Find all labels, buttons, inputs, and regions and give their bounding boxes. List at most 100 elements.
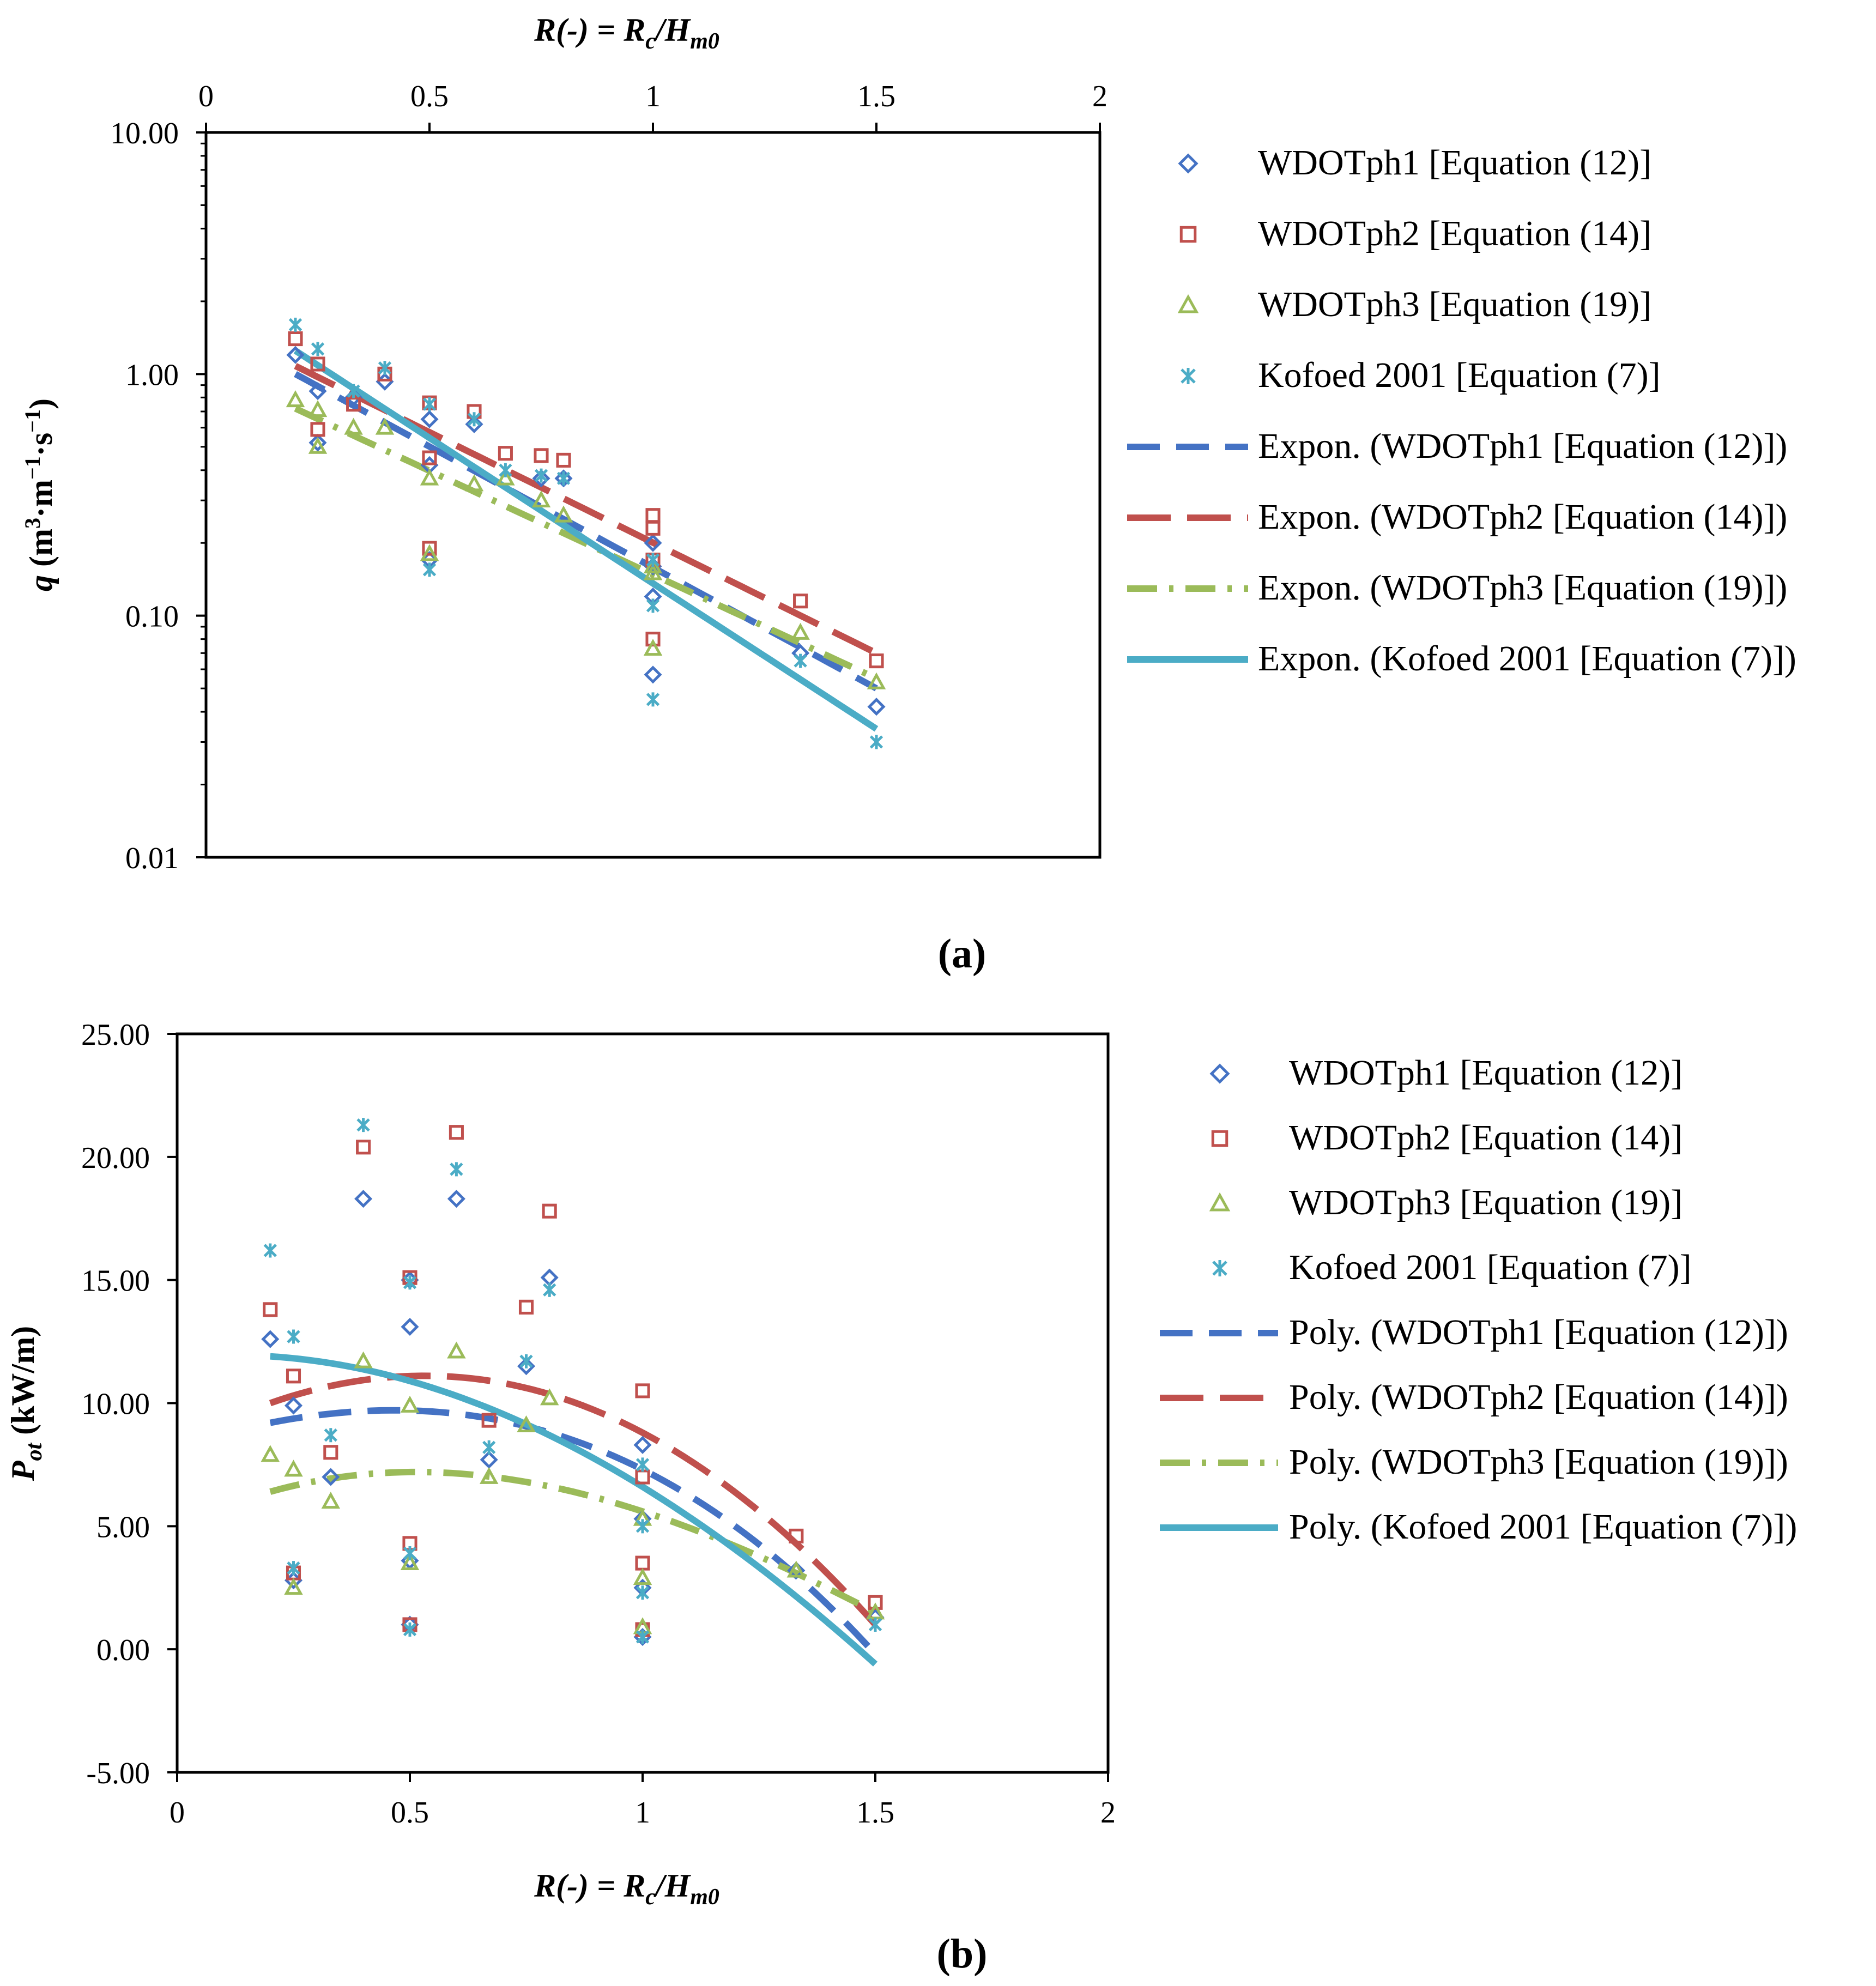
data-point-series-1 [644, 534, 662, 552]
data-point-series-4 [636, 1585, 650, 1600]
panel-a-label: (a) [938, 931, 987, 977]
panel-a-y-axis-title: q (m3·m−1·s−1) [20, 398, 59, 591]
data-point-series-4 [636, 1630, 650, 1644]
data-point-series-3 [643, 563, 663, 580]
data-point-series-1 [284, 1396, 303, 1415]
data-point-series-4 [403, 1275, 417, 1290]
data-point-series-2 [498, 446, 513, 461]
legend-marker-4 [1212, 1260, 1227, 1276]
data-point-series-2 [869, 653, 884, 669]
data-point-series-2 [868, 1595, 883, 1610]
data-point-series-3 [447, 1341, 466, 1359]
data-point-series-2 [481, 1413, 497, 1428]
data-point-series-4 [356, 1118, 370, 1133]
data-point-series-2 [645, 520, 661, 536]
data-point-series-3 [867, 672, 886, 689]
data-point-series-3 [554, 505, 573, 523]
data-point-series-3 [344, 417, 363, 435]
data-point-series-4 [347, 384, 360, 398]
panel-b-y-ticks: -5.00 0.00 5.00 10.00 15.00 20.00 25.00 [81, 1018, 177, 1790]
legend-marker-3 [1177, 294, 1199, 313]
x-tick-label: 0 [198, 80, 214, 113]
x-tick-label: 1.5 [856, 1796, 894, 1830]
trendline-4 [270, 1353, 878, 1667]
data-point-series-3 [633, 1568, 652, 1585]
data-point-series-3 [284, 1578, 303, 1595]
trendline-4 [293, 348, 879, 732]
x-tick-label: 0.5 [391, 1796, 429, 1830]
data-point-series-2 [556, 452, 571, 468]
y-tick-label: 1.00 [125, 358, 179, 392]
data-point-series-3 [400, 1553, 420, 1570]
data-point-series-3 [308, 400, 328, 417]
data-point-series-1 [867, 698, 886, 716]
data-point-series-4 [403, 1622, 417, 1637]
data-point-series-4 [868, 1618, 882, 1632]
panel-a-legend: WDOTph1 [Equation (12)] WDOTph2 [Equation… [1127, 143, 1796, 679]
data-point-series-1 [644, 665, 662, 684]
data-point-series-3 [496, 468, 515, 486]
data-point-series-4 [482, 1440, 496, 1455]
data-point-series-1 [401, 1317, 419, 1336]
panel-b-data-points [261, 1118, 885, 1646]
y-tick-label: 25.00 [81, 1018, 150, 1052]
data-point-series-1 [787, 1561, 806, 1580]
data-point-series-2 [534, 448, 549, 463]
data-point-series-4 [378, 361, 392, 376]
x-tick-label: 1.5 [857, 80, 895, 113]
y-tick-label: 10.00 [110, 117, 179, 150]
data-point-series-3 [354, 1351, 373, 1369]
legend-label: WDOTph3 [Equation (19)] [1258, 284, 1651, 324]
legend-label: Expon. (WDOTph3 [Equation (19)]) [1258, 568, 1787, 608]
x-tick-label: 2 [1092, 80, 1108, 113]
legend-label: Poly. (WDOTph1 [Equation (12)]) [1289, 1312, 1788, 1352]
legend-label: Expon. (WDOTph1 [Equation (12)]) [1258, 426, 1787, 466]
data-point-series-3 [261, 1445, 280, 1462]
data-point-series-2 [310, 422, 325, 437]
y-tick-label: 20.00 [81, 1141, 150, 1175]
data-point-series-3 [786, 1560, 806, 1578]
data-point-series-1 [322, 1468, 340, 1486]
data-point-series-2 [645, 508, 661, 523]
panel-b-label: (b) [937, 1931, 988, 1977]
panel-b-legend: WDOTph1 [Equation (12)] WDOTph2 [Equation… [1160, 1053, 1797, 1547]
data-point-series-2 [346, 397, 361, 412]
data-point-series-4 [499, 463, 512, 477]
data-point-series-1 [532, 469, 550, 488]
data-point-series-3 [284, 1460, 303, 1477]
data-point-series-4 [287, 1329, 300, 1344]
data-point-series-2 [542, 1203, 557, 1219]
data-point-series-2 [449, 1125, 464, 1140]
data-point-series-4 [543, 1282, 556, 1297]
legend-label: Poly. (WDOTph3 [Equation (19)]) [1289, 1442, 1788, 1482]
data-point-series-2 [635, 1383, 650, 1398]
data-point-series-3 [791, 622, 810, 640]
x-tick-label: 1 [635, 1796, 650, 1830]
data-point-series-4 [287, 1561, 300, 1576]
data-point-series-2 [310, 356, 325, 372]
data-point-series-3 [321, 1492, 341, 1509]
panel-b-x-axis-title: R(-) = Rc/Hm0 [534, 1868, 719, 1910]
panel-a-data-points [286, 317, 886, 749]
data-point-series-1 [447, 1190, 465, 1208]
panel-b-x-ticks: 0 0.5 1 1.5 2 [170, 1772, 1116, 1830]
panel-a-x-ticks: 0 0.5 1 1.5 2 [198, 80, 1108, 132]
data-point-series-1 [286, 346, 305, 364]
x-tick-label: 2 [1100, 1796, 1116, 1830]
legend-label: WDOTph2 [Equation (14)] [1289, 1118, 1683, 1158]
data-point-series-3 [479, 1467, 499, 1484]
panel-a-x-axis-title: R(-) = Rc/Hm0 [534, 12, 719, 54]
panel-a-y-ticks: 0.01 0.10 1.00 10.00 [110, 117, 206, 875]
legend-label: Poly. (WDOTph2 [Equation (14)]) [1289, 1377, 1788, 1417]
data-point-series-3 [517, 1415, 536, 1433]
panel-b-chart: 0 0.5 1 1.5 2 -5.00 0.00 5.00 10.00 15.00 20.00 25… [5, 1018, 1797, 1977]
data-point-series-4 [311, 342, 325, 356]
data-point-series-4 [646, 553, 660, 567]
panel-b-trendlines [269, 1353, 878, 1667]
data-point-series-4 [450, 1162, 463, 1177]
data-point-series-3 [375, 417, 395, 435]
legend-marker-1 [1209, 1063, 1230, 1084]
data-point-series-1 [633, 1436, 652, 1454]
legend-label: Poly. (Kofoed 2001 [Equation (7)]) [1289, 1507, 1797, 1547]
